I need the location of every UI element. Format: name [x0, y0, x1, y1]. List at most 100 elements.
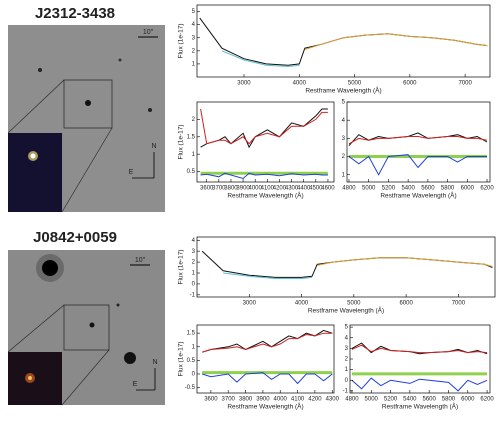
spectrum-line	[202, 332, 333, 353]
star	[116, 303, 120, 307]
star	[148, 108, 152, 112]
x-tick-label: 5800	[441, 186, 455, 192]
y-tick-label: 1.5	[187, 331, 196, 337]
x-tick-label: 4200	[273, 186, 287, 192]
plot-content	[351, 342, 488, 392]
y-axis-label: Flux (1e-17)	[178, 249, 185, 284]
zoom-box	[63, 304, 110, 351]
x-tick-label: 5600	[422, 397, 436, 403]
spectrum-line	[304, 33, 488, 50]
x-tick-label: 4800	[345, 397, 359, 403]
x-tick-label: 4800	[342, 186, 356, 192]
x-tick-label: 3600	[200, 186, 214, 192]
x-tick-label: 6200	[480, 186, 494, 192]
image-panel: 10" N E	[7, 25, 165, 213]
zoom-line	[61, 349, 110, 406]
x-tick-label: 4000	[249, 186, 263, 192]
y-tick-label: 5	[342, 100, 346, 106]
scale-label: 10"	[143, 29, 154, 36]
x-tick-label: 4000	[274, 397, 288, 403]
compass-n-label: N	[152, 359, 157, 366]
y-tick-label: 1	[345, 367, 349, 373]
y-tick-label: 5	[345, 325, 349, 331]
x-tick-label: 5800	[442, 397, 456, 403]
y-tick-label: 0.5	[187, 358, 196, 364]
x-tick-label: 6200	[480, 397, 494, 403]
y-tick-label: -1	[343, 388, 349, 394]
object-title: J0842+0059	[33, 229, 117, 246]
x-tick-label: 5000	[347, 301, 361, 307]
y-tick-label: 4	[342, 118, 346, 124]
axes-frame	[196, 324, 335, 394]
x-tick-label: 5200	[384, 397, 398, 403]
x-tick-label: 5000	[365, 397, 379, 403]
y-tick-label: 4	[192, 238, 196, 244]
star	[118, 58, 122, 62]
y-tick-label: 0	[345, 378, 349, 384]
y-tick-label: 4	[345, 335, 349, 341]
zoom-line	[61, 127, 113, 213]
y-tick-label: 3	[342, 136, 346, 142]
plot-area	[197, 325, 334, 393]
zoom-line	[7, 304, 65, 353]
x-tick-label: 3700	[222, 397, 236, 403]
spectrum-line	[200, 172, 328, 180]
plot-area	[197, 237, 495, 297]
spectrum-line	[221, 50, 300, 68]
x-tick-label: 4500	[309, 186, 323, 192]
y-tick-label: 2	[192, 260, 196, 266]
x-tick-label: 6000	[399, 301, 413, 307]
x-tick-label: 5200	[382, 186, 396, 192]
x-tick-label: 3000	[237, 81, 251, 87]
x-tick-label: 4000	[295, 301, 309, 307]
plot-content	[199, 17, 488, 68]
inset-source	[30, 153, 36, 159]
y-tick-label: 0	[192, 372, 196, 378]
x-tick-label: 6000	[461, 397, 475, 403]
x-tick-label: 6000	[461, 186, 475, 192]
x-tick-label: 4600	[321, 186, 335, 192]
y-tick-label: 2	[192, 117, 196, 123]
inset-image	[8, 133, 62, 212]
y-tick-label: 1	[192, 61, 196, 67]
x-axis-label: Restframe Wavelength (Å)	[305, 86, 381, 95]
plot-content	[348, 132, 488, 176]
y-tick-label: 3	[192, 249, 196, 255]
scale-label: 10"	[135, 257, 146, 264]
axes-frame	[196, 101, 335, 183]
y-tick-label: -0.5	[185, 385, 196, 391]
bright-star	[42, 260, 58, 276]
galaxy	[89, 322, 95, 328]
y-tick-label: 3	[345, 346, 349, 352]
x-tick-label: 3900	[236, 186, 250, 192]
y-tick-label: 0.5	[187, 169, 196, 175]
y-axis-label: Flux (1e-17)	[178, 124, 185, 159]
y-tick-label: 2	[342, 154, 346, 160]
y-tick-label: 3	[192, 35, 196, 41]
x-tick-label: 3800	[239, 397, 253, 403]
x-axis-label: Restframe Wavelength (Å)	[380, 191, 456, 200]
compass-e-label: E	[129, 169, 134, 176]
spectrum-line	[202, 372, 333, 385]
spectrum-line	[348, 136, 488, 145]
y-tick-label: 1	[192, 152, 196, 158]
y-tick-label: 0	[192, 281, 196, 287]
inset-image	[8, 352, 62, 405]
y-tick-label: -1	[190, 292, 196, 298]
spectrum-line	[351, 377, 488, 392]
x-tick-label: 7000	[458, 81, 472, 87]
star	[124, 352, 136, 364]
plot-area	[197, 102, 334, 182]
spectrum-line	[223, 272, 313, 279]
compass-n-label: N	[151, 143, 156, 150]
x-tick-label: 6000	[403, 81, 417, 87]
y-tick-label: 1.5	[187, 134, 196, 140]
x-tick-label: 4100	[261, 186, 275, 192]
spectrum-line	[351, 344, 488, 354]
plot-area	[350, 325, 490, 393]
x-tick-label: 5400	[403, 397, 417, 403]
x-tick-label: 3900	[256, 397, 270, 403]
x-tick-label: 5600	[421, 186, 435, 192]
object-title: J2312-3438	[35, 5, 115, 22]
x-tick-label: 4300	[285, 186, 299, 192]
